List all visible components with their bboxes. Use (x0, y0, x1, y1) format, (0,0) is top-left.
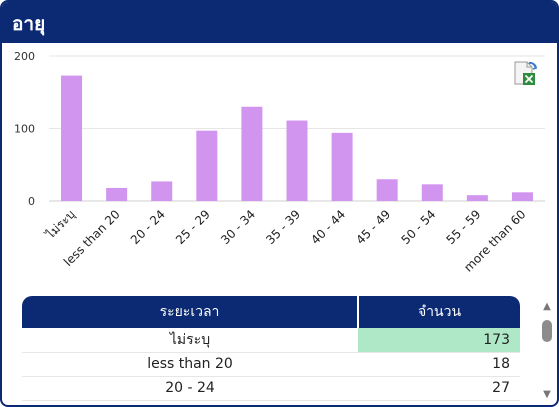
table-row[interactable]: ไม่ระบุ 173 (22, 328, 520, 353)
bar[interactable] (61, 75, 83, 201)
bar[interactable] (196, 130, 218, 201)
age-table: ระยะเวลา จำนวน ไม่ระบุ 173 less than 20 … (22, 296, 520, 401)
x-tick-label: 35 - 39 (263, 207, 303, 247)
bar[interactable] (376, 179, 398, 201)
cell-count: 27 (358, 376, 520, 401)
table-header-row: ระยะเวลา จำนวน (22, 296, 520, 328)
table-row[interactable]: less than 20 18 (22, 352, 520, 377)
x-tick-label: 40 - 44 (308, 207, 348, 247)
table-row[interactable]: 20 - 24 27 (22, 376, 520, 401)
age-table-container: ระยะเวลา จำนวน ไม่ระบุ 173 less than 20 … (22, 296, 520, 405)
y-tick-label: 0 (28, 195, 35, 208)
column-header-count[interactable]: จำนวน (358, 296, 520, 328)
x-tick-label: ไม่ระบุ (43, 207, 79, 243)
bar[interactable] (421, 184, 443, 201)
x-tick-label: 45 - 49 (353, 207, 393, 247)
cell-period: ไม่ระบุ (22, 328, 358, 353)
x-tick-label: 20 - 24 (128, 207, 168, 247)
cell-count: 18 (358, 352, 520, 377)
x-tick-label: 55 - 59 (444, 207, 484, 247)
x-tick-label: 25 - 29 (173, 207, 213, 247)
column-header-period[interactable]: ระยะเวลา (22, 296, 359, 328)
bar[interactable] (511, 192, 533, 201)
bar[interactable] (331, 132, 353, 201)
panel-header: อายุ (2, 2, 557, 43)
y-tick-label: 200 (14, 50, 35, 63)
bar[interactable] (466, 195, 488, 201)
table-scrollbar[interactable]: ▲ ▼ (538, 298, 556, 404)
bar[interactable] (241, 106, 263, 201)
scroll-down-arrow-icon[interactable]: ▼ (543, 389, 551, 400)
cell-period: less than 20 (22, 352, 358, 377)
scroll-up-arrow-icon[interactable]: ▲ (543, 301, 551, 312)
y-tick-label: 100 (14, 123, 35, 136)
bar[interactable] (106, 187, 128, 201)
scrollbar-thumb[interactable] (542, 320, 552, 342)
x-tick-label: 30 - 34 (218, 207, 258, 247)
cell-period: 20 - 24 (22, 376, 358, 401)
cell-count: 173 (358, 328, 520, 353)
excel-export-icon[interactable] (510, 59, 538, 87)
x-tick-label: 50 - 54 (398, 207, 438, 247)
bar[interactable] (151, 181, 173, 201)
panel-title: อายุ (12, 13, 46, 35)
bar[interactable] (286, 120, 308, 201)
